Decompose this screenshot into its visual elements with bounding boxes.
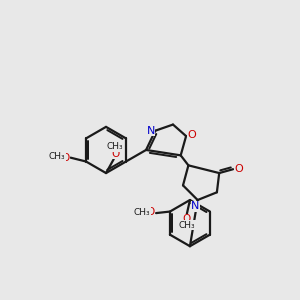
Text: N: N xyxy=(191,201,200,211)
Text: CH₃: CH₃ xyxy=(134,208,151,217)
Text: CH₃: CH₃ xyxy=(178,221,195,230)
Text: O: O xyxy=(147,207,155,217)
Text: N: N xyxy=(146,126,155,136)
Text: O: O xyxy=(187,130,196,140)
Text: CH₃: CH₃ xyxy=(107,142,124,152)
Text: CH₃: CH₃ xyxy=(48,152,65,161)
Text: O: O xyxy=(61,153,69,163)
Text: O: O xyxy=(111,149,119,159)
Text: O: O xyxy=(235,164,244,174)
Text: O: O xyxy=(183,214,191,224)
